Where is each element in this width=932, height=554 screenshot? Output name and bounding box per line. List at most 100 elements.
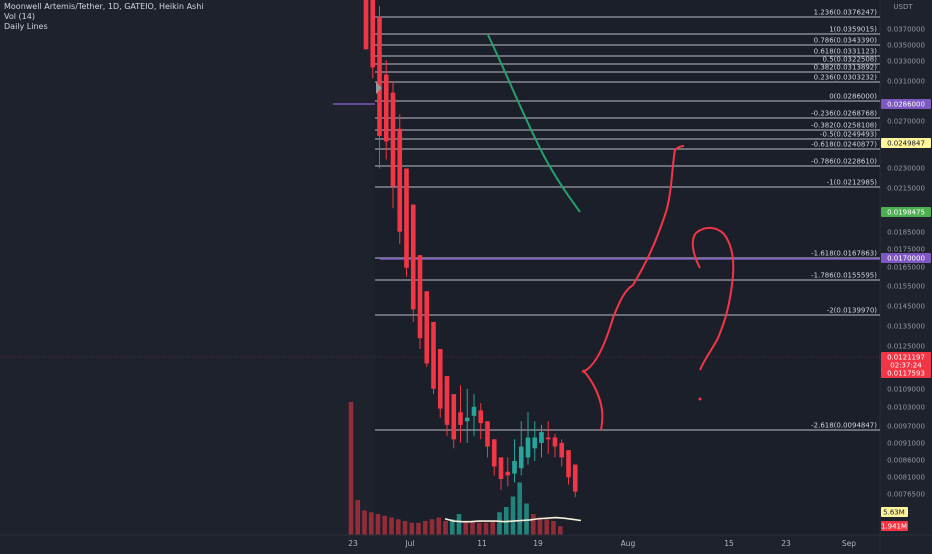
fib-level-label: -1.786(0.0155595) — [811, 272, 877, 280]
price-badge-text: 0.0286000 — [887, 101, 925, 109]
time-axis: 23 Jul 11 19 Aug 15 23 Sep — [0, 534, 932, 548]
price-badge: 0.0249847 — [881, 138, 931, 148]
candle — [471, 394, 477, 436]
symbol-title[interactable]: Moonwell Artemis/Tether, 1D, GATEIO, Hei… — [4, 2, 204, 11]
volume-bar — [476, 522, 482, 535]
candle-body — [417, 255, 423, 339]
volume-bar — [375, 514, 381, 535]
fib-level-label: -0.236(0.0268768) — [811, 110, 877, 118]
red-projection-drawing-up[interactable] — [581, 145, 685, 373]
candle — [424, 291, 430, 368]
price-badge-text: 0.0121197 — [887, 354, 925, 362]
candle — [383, 60, 389, 160]
volume-bar — [409, 522, 415, 535]
red-curve-drawing[interactable] — [691, 226, 735, 371]
volume-bar — [422, 521, 428, 535]
price-tick-label: 0.0081000 — [887, 474, 925, 482]
volume-bar — [456, 514, 462, 535]
volume-bar — [416, 522, 421, 535]
price-badge: 0.0117593 — [881, 368, 931, 378]
time-tick-label: 15 — [724, 539, 734, 548]
price-badge-text: 0.0198475 — [887, 209, 925, 217]
price-tick-label: 0.0125000 — [887, 343, 925, 351]
candle-body — [404, 168, 409, 268]
candles — [363, 0, 578, 498]
candle-body — [566, 450, 571, 478]
candle — [390, 81, 396, 209]
price-tick-label: 0.0175000 — [887, 246, 925, 254]
price-badge-bg — [881, 352, 931, 362]
daily-lines-label[interactable]: Daily Lines — [4, 22, 48, 31]
currency-label: USDT — [893, 3, 913, 11]
price-tick-label: 0.0350000 — [887, 42, 925, 50]
price-badge-bg — [881, 360, 931, 370]
time-tick-label: Jul — [404, 539, 414, 548]
price-badge: 0.0170000 — [881, 253, 931, 263]
candle — [491, 439, 497, 476]
cursor-marker-icon — [376, 82, 382, 94]
price-tick-label: 0.0097000 — [887, 423, 925, 431]
candle — [545, 421, 551, 454]
price-tick-label: 0.0103000 — [887, 404, 925, 412]
horizontal-lines[interactable] — [333, 103, 880, 260]
price-badge: 0.0121197 — [881, 352, 931, 362]
fib-level-label: 1(0.0359015) — [829, 26, 877, 34]
red-projection-drawing-down[interactable] — [582, 369, 604, 431]
fib-level-label: -1(0.0212985) — [827, 179, 878, 187]
candle-body — [552, 437, 558, 447]
price-tick-label: 0.0230000 — [887, 165, 925, 173]
fib-level-label: -0.786(0.0228610) — [811, 158, 877, 166]
candle — [417, 255, 423, 350]
fib-level-label: -2(0.0139970) — [827, 307, 878, 315]
volume-bar — [368, 512, 374, 535]
candle-body — [370, 0, 376, 68]
volume-ma-line — [444, 516, 582, 523]
candle — [431, 321, 436, 395]
volume-bar — [544, 519, 550, 535]
volume-bar — [537, 517, 543, 535]
candle — [370, 0, 376, 79]
candle — [451, 394, 457, 449]
volume-badge-text: 1.941M — [881, 523, 907, 531]
candle-body — [512, 460, 517, 474]
candle — [559, 439, 565, 467]
volume-bar — [517, 482, 523, 535]
fib-level-label: -1.618(0.0167863) — [811, 250, 877, 258]
candle — [485, 421, 490, 458]
candle — [444, 376, 450, 436]
volume-badge-bg — [881, 521, 908, 531]
candle-body — [410, 204, 416, 310]
price-tick-label: 0.0185000 — [887, 229, 925, 237]
volume-bar — [362, 510, 367, 535]
volume-bar — [557, 526, 563, 535]
price-badge-text: 0.0249847 — [887, 140, 925, 148]
price-tick-label: 0.0330000 — [887, 58, 925, 66]
volume-indicator-label[interactable]: Vol (14) — [4, 12, 35, 21]
candle-body — [458, 412, 463, 425]
price-badge-bg — [881, 207, 931, 217]
volume-bar — [490, 521, 496, 535]
volume-bar — [551, 521, 556, 535]
volume-bar — [382, 515, 388, 535]
candle — [397, 114, 403, 245]
volume-bar — [524, 503, 529, 535]
candle-body — [559, 442, 565, 458]
candle — [410, 204, 416, 322]
fib-level-label: 0.382(0.0313892) — [814, 64, 878, 72]
candle-body — [485, 421, 490, 447]
fib-level-label: 0.618(0.0331123) — [814, 48, 878, 56]
green-trend-drawing[interactable] — [487, 34, 581, 213]
fibonacci-extension[interactable]: 1.236(0.0376247) 1(0.0359015) 0.786(0.0343… — [375, 9, 880, 431]
volume-bar — [497, 512, 502, 535]
candle — [566, 450, 571, 485]
candle — [572, 464, 578, 498]
time-tick-label: 19 — [533, 539, 543, 548]
volume-badge: 1.941M — [881, 521, 908, 531]
fib-level-label: 0.5(0.0322508) — [823, 56, 878, 64]
red-dot-drawing — [698, 397, 702, 401]
volume-bar — [463, 521, 469, 535]
candle-body — [390, 92, 396, 187]
candle — [437, 349, 443, 418]
